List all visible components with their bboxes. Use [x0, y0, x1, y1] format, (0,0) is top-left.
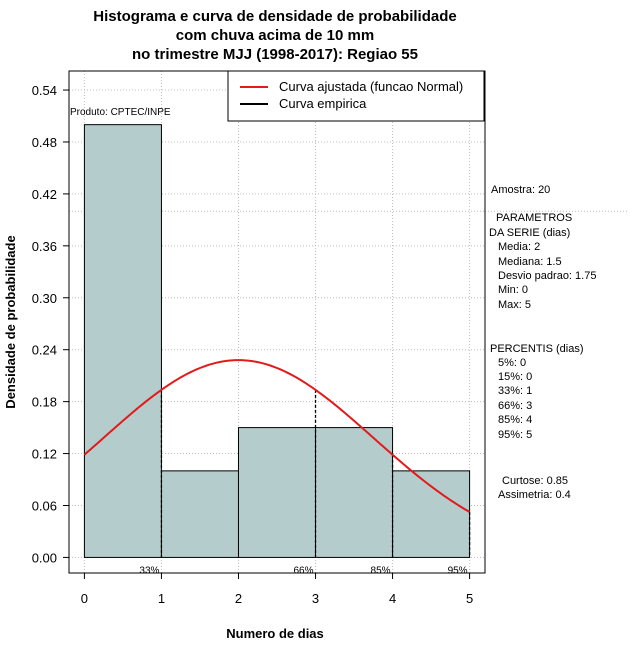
params-header-2: DA SERIE (dias)	[489, 227, 570, 239]
percentis-header: PERCENTIS (dias)	[490, 343, 584, 355]
y-tick-label-0: 0.00	[32, 550, 57, 565]
y-tick-label-4: 0.24	[32, 343, 57, 358]
chart-title-line-2: com chuva acima de 10 mm	[176, 27, 374, 44]
stat-desvio: Desvio padrao: 1.75	[498, 270, 596, 282]
pct-95: 95%: 5	[498, 429, 532, 441]
histogram-bar-1	[160, 470, 239, 558]
y-axis-title: Densidade de probabilidade	[3, 235, 18, 408]
percentile-lines: 33% 66% 85% 95%	[139, 389, 471, 576]
x-tick-label-5: 5	[466, 591, 473, 606]
stat-min: Min: 0	[498, 284, 528, 296]
pct-5: 5%: 0	[498, 357, 526, 369]
sample-size: Amostra: 20	[491, 184, 550, 196]
x-tick-label-1: 1	[158, 591, 165, 606]
histogram-bar-0	[83, 124, 162, 558]
y-tick-label-5: 0.30	[32, 291, 57, 306]
x-tick-label-2: 2	[235, 591, 242, 606]
stat-max: Max: 5	[498, 299, 531, 311]
x-tick-label-0: 0	[81, 591, 88, 606]
x-tick-label-3: 3	[312, 591, 319, 606]
statistics-panel: Amostra: 20 PARAMETROS DA SERIE (dias) M…	[489, 184, 596, 501]
y-tick-label-2: 0.12	[32, 447, 57, 462]
pct-15: 15%: 0	[498, 371, 532, 383]
chart-title-line-1: Histograma e curva de densidade de proba…	[93, 8, 456, 25]
legend: Curva ajustada (funcao Normal) Curva emp…	[227, 70, 485, 122]
pct-85: 85%: 4	[498, 414, 532, 426]
histogram-bar-3	[315, 427, 394, 558]
params-header-1: PARAMETROS	[496, 212, 572, 224]
pct-33: 33%: 1	[498, 385, 532, 397]
y-tick-label-7: 0.42	[32, 187, 57, 202]
y-tick-label-6: 0.36	[32, 239, 57, 254]
stat-mediana: Mediana: 1.5	[498, 256, 562, 268]
percentile-label-1: 66%	[294, 565, 314, 576]
source-label: Produto: CPTEC/INPE	[70, 107, 171, 118]
axes: 0.00 0.06 0.12 0.18 0.24 0.30 0.36 0.42 0.48 0.54…	[32, 83, 474, 606]
chart-title-line-3: no trimestre MJJ (1998-2017): Regiao 55	[132, 46, 418, 63]
pct-66: 66%: 3	[498, 400, 532, 412]
normal-curve	[83, 359, 471, 513]
percentile-label-2: 85%	[371, 565, 391, 576]
y-tick-label-3: 0.18	[32, 395, 57, 410]
legend-box	[227, 70, 485, 122]
histogram-bars	[83, 124, 471, 558]
histogram-bar-2	[237, 427, 317, 558]
y-tick-label-9: 0.54	[32, 83, 57, 98]
x-tick-label-4: 4	[389, 591, 396, 606]
legend-label-normal: Curva ajustada (funcao Normal)	[279, 79, 463, 94]
stat-assimetria: Assimetria: 0.4	[498, 489, 571, 501]
stat-curtose: Curtose: 0.85	[502, 475, 568, 487]
percentile-label-0: 33%	[139, 565, 159, 576]
normal-curve-layer	[83, 359, 471, 513]
stat-media: Media: 2	[498, 241, 540, 253]
y-tick-label-1: 0.06	[32, 498, 57, 513]
legend-label-empirical: Curva empirica	[279, 96, 367, 111]
y-tick-label-8: 0.48	[32, 135, 57, 150]
x-axis-title: Numero de dias	[226, 626, 324, 641]
histogram-bar-4	[392, 470, 471, 558]
percentile-label-3: 95%	[448, 565, 468, 576]
